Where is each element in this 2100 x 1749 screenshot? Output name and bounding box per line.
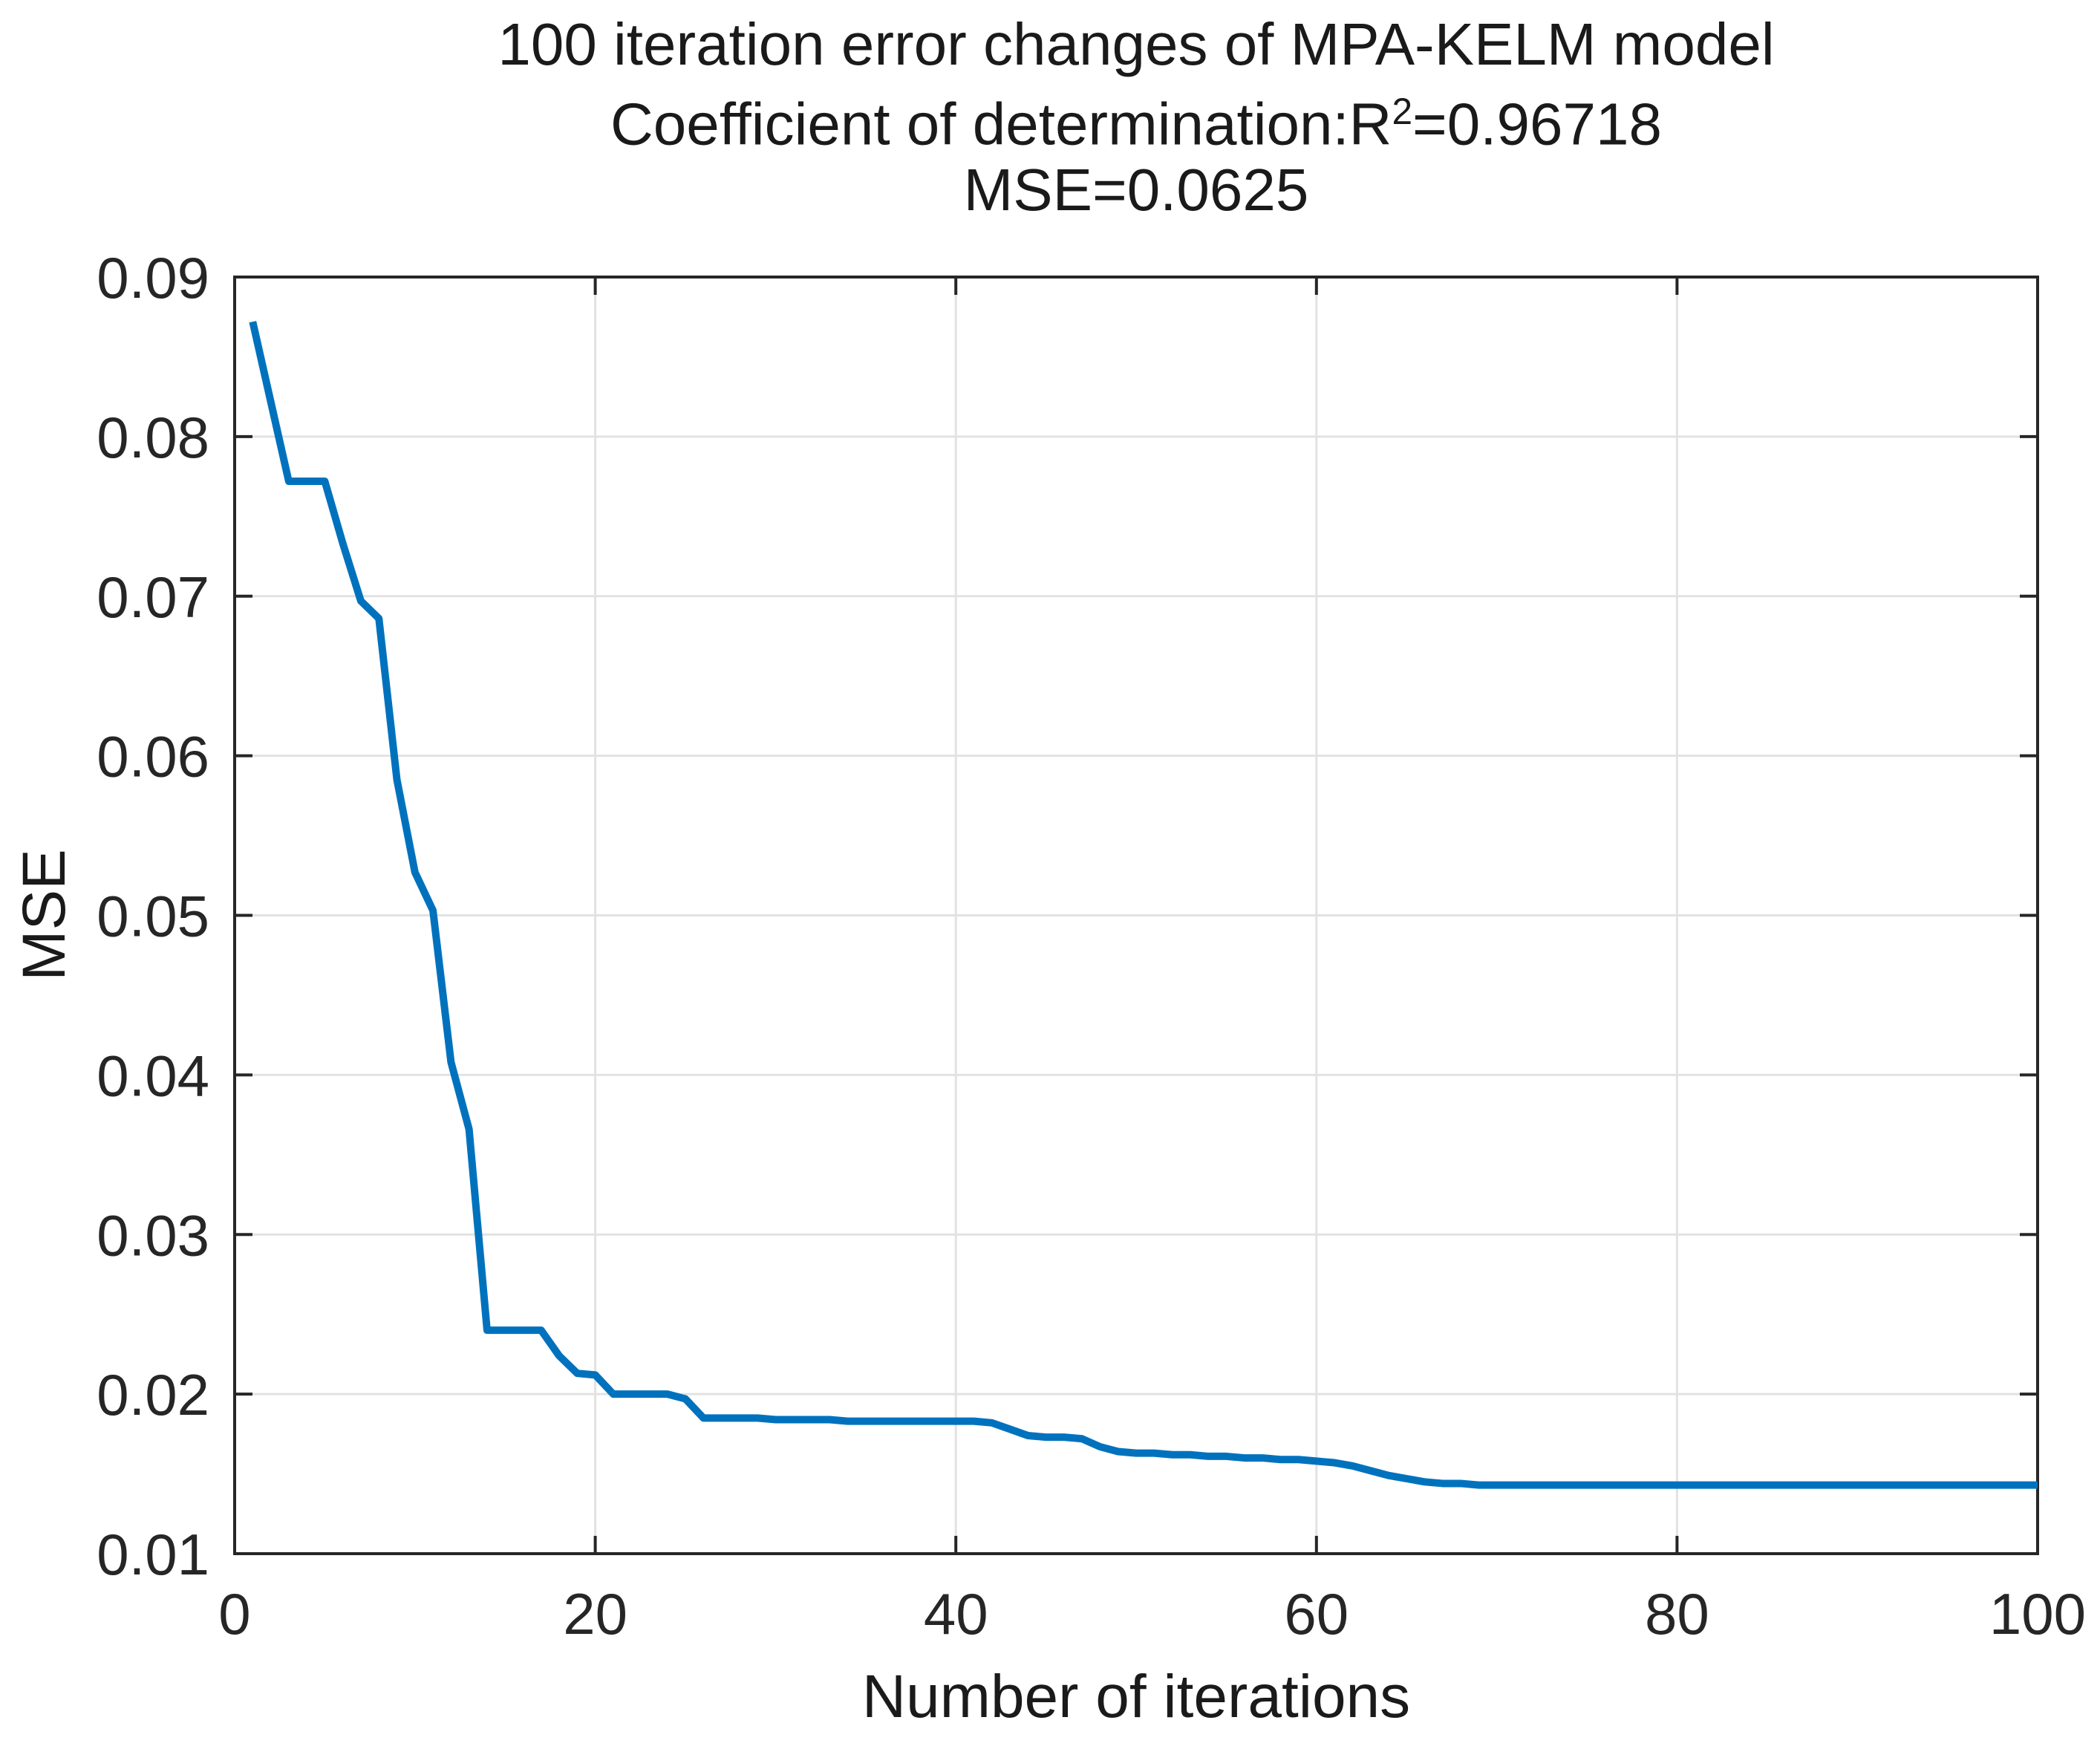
x-tick-label: 60 [1284,1581,1349,1647]
y-tick-label: 0.05 [97,884,209,949]
x-axis-label: Number of iterations [861,1663,1411,1730]
x-tick-label: 0 [218,1581,250,1647]
y-tick-label: 0.09 [97,245,209,310]
mse-convergence-line [249,321,2038,1489]
y-tick-label: 0.03 [97,1202,209,1268]
chart-title: 100 iteration error changes of MPA-KELM … [498,11,1775,77]
y-tick-label: 0.01 [97,1522,209,1587]
x-tick-label: 80 [1645,1581,1709,1647]
y-tick-label: 0.07 [97,564,209,630]
chart-subtitle-mse: MSE=0.0625 [963,157,1309,223]
y-tick-label: 0.02 [97,1362,209,1427]
subtitle-r2-value: =0.96718 [1412,91,1662,157]
y-tick-label: 0.04 [97,1043,209,1108]
x-tick-label: 100 [1989,1581,2086,1647]
chart-subtitle-r2: Coefficient of determination:R2=0.96718 [235,79,2038,157]
x-tick-label: 20 [563,1581,627,1647]
x-tick-label: 40 [924,1581,988,1647]
y-axis-label: MSE [10,849,78,981]
y-tick-label: 0.08 [97,405,209,470]
y-tick-label: 0.06 [97,724,209,789]
subtitle-r2-superscript: 2 [1392,91,1413,132]
subtitle-r2-prefix: Coefficient of determination:R [610,91,1392,157]
